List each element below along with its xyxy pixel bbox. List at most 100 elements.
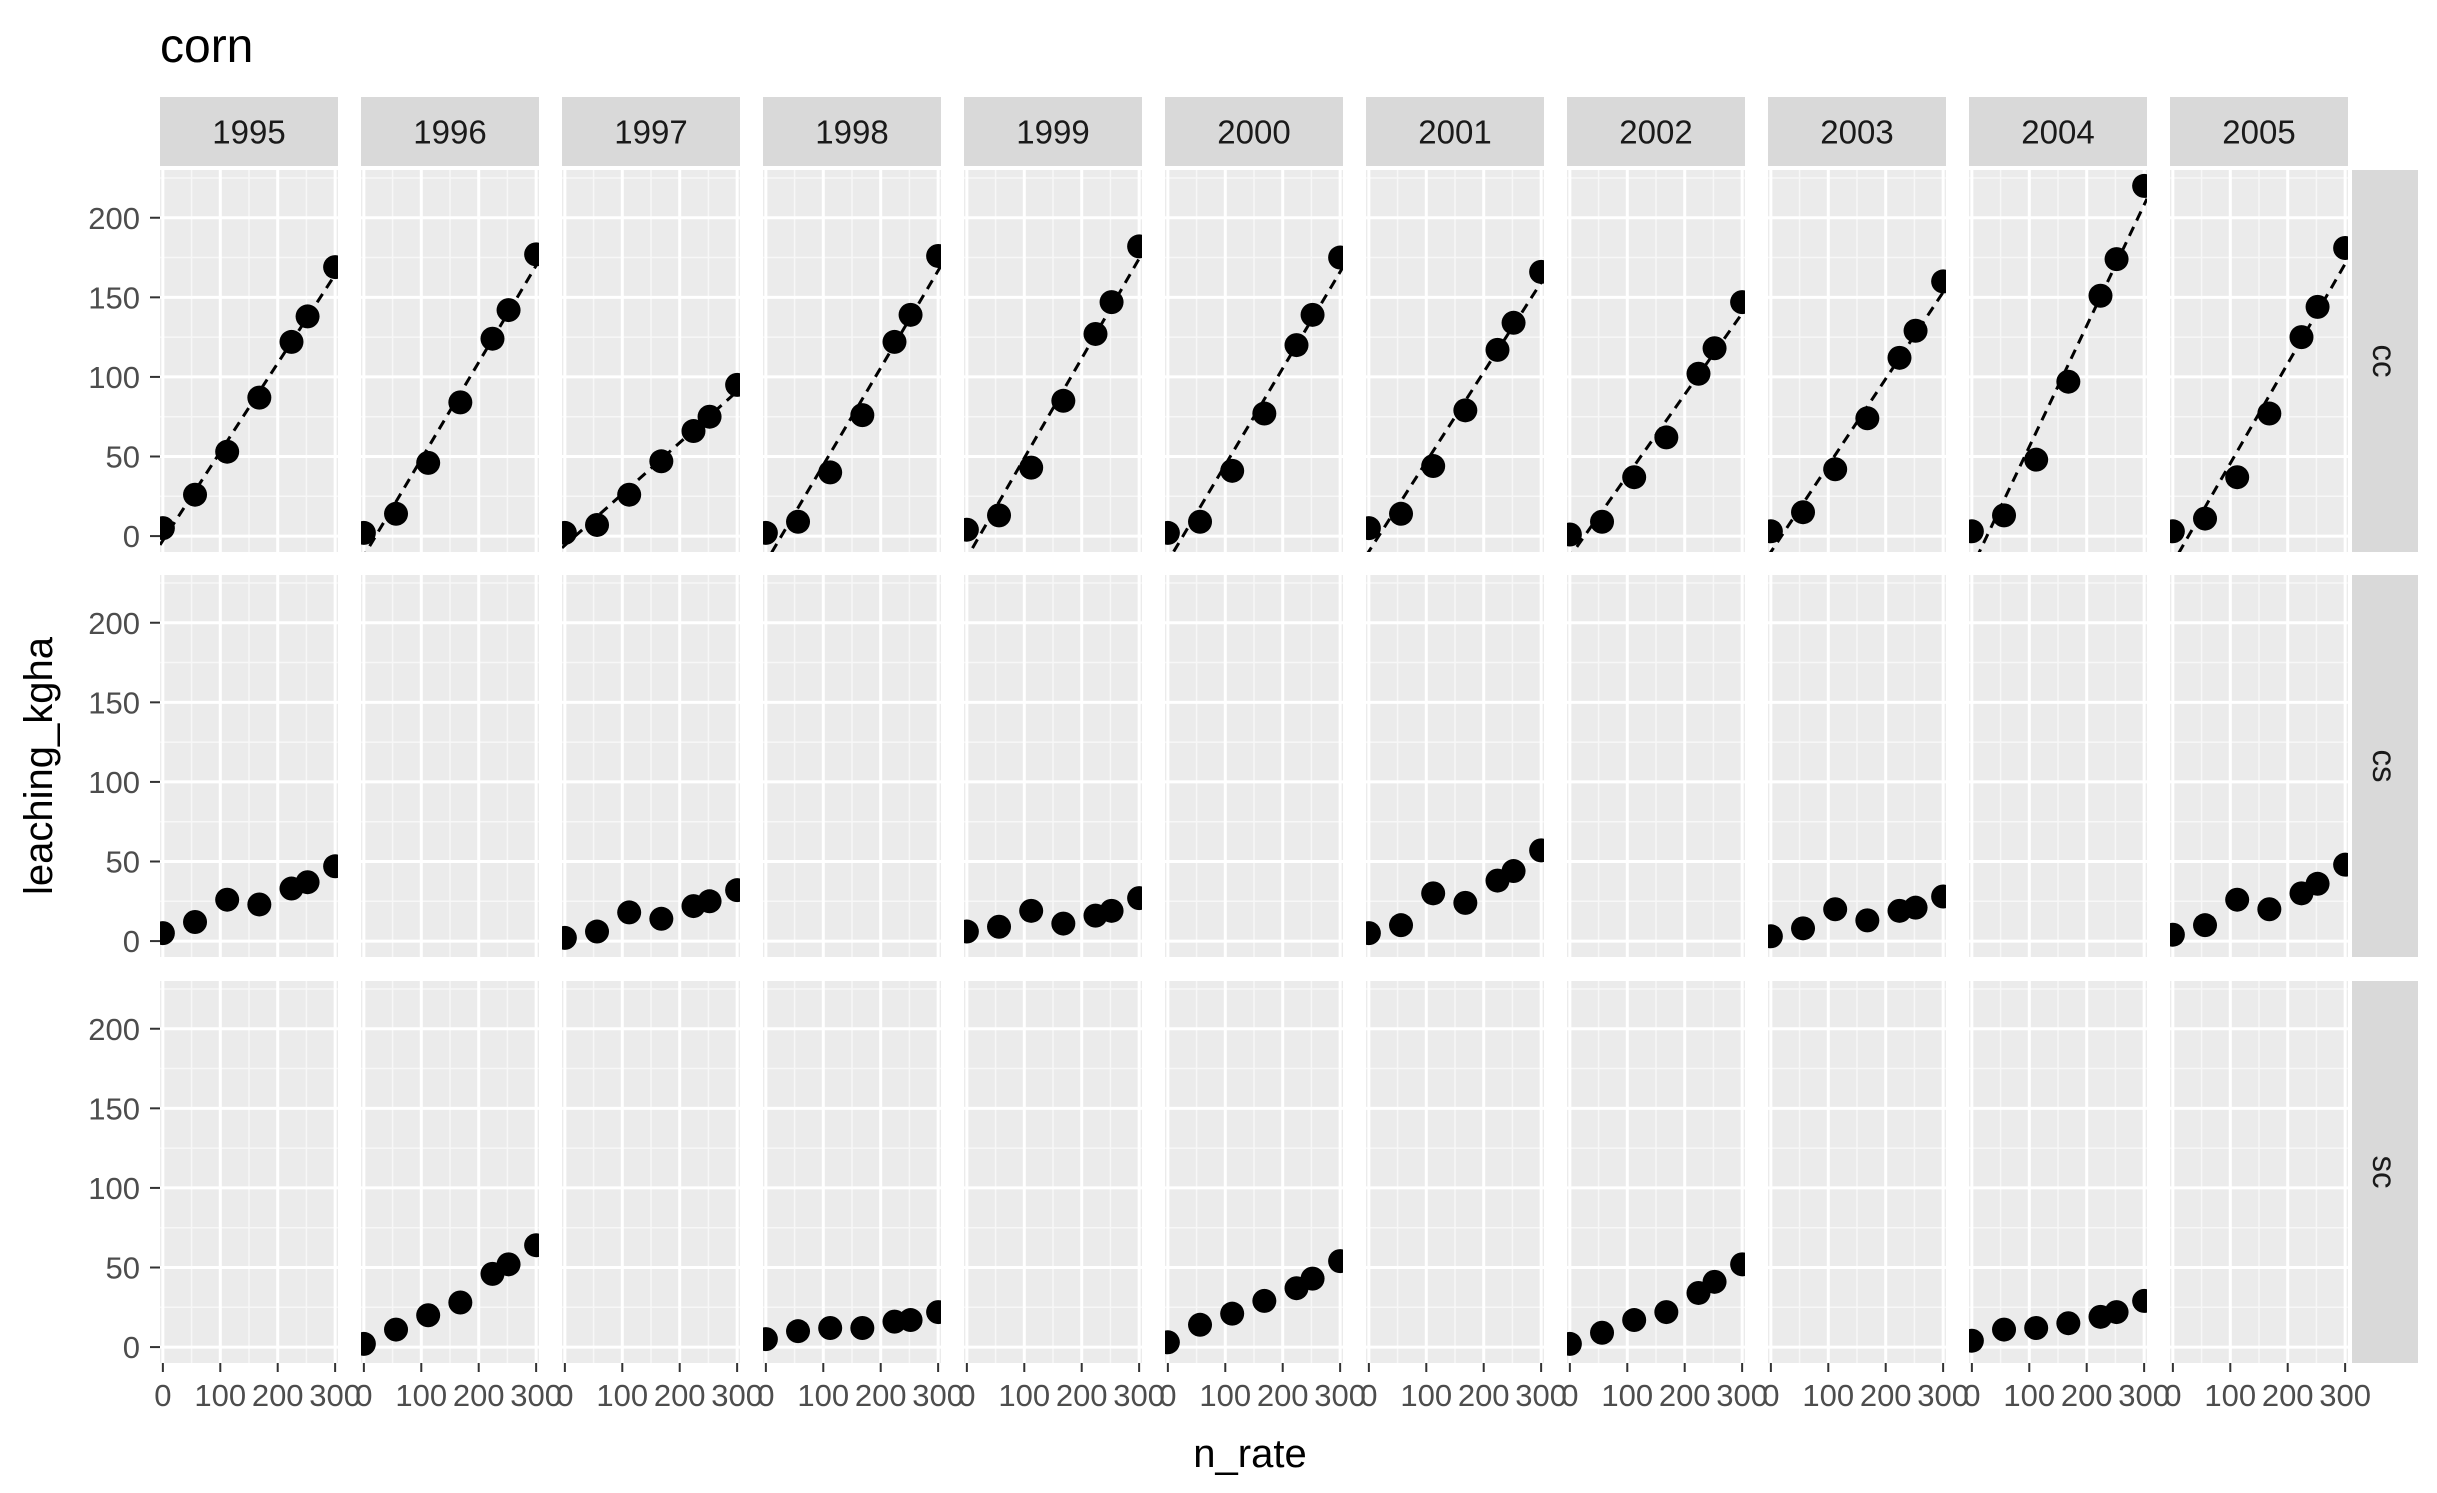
y-tick-label: 150 [88, 685, 140, 720]
data-point [1421, 454, 1446, 479]
data-point [279, 329, 304, 354]
data-point [1903, 318, 1928, 343]
data-point [1855, 908, 1880, 933]
data-point [1529, 259, 1544, 284]
data-point [160, 516, 175, 541]
data-point [898, 1308, 923, 1333]
data-point [585, 919, 610, 944]
data-point [818, 460, 843, 485]
data-point [681, 419, 706, 444]
x-tick-label: 100 [2003, 1378, 2055, 1413]
facet-panel [361, 575, 539, 957]
data-point [2305, 294, 2330, 319]
data-point [1501, 310, 1526, 335]
x-tick-label: 200 [1458, 1378, 1510, 1413]
row-strip-label: cc [2366, 345, 2403, 378]
x-tick-label: 100 [998, 1378, 1050, 1413]
column-strip-label: 2004 [2021, 114, 2094, 151]
data-point [496, 298, 521, 323]
row-strip-label: cs [2366, 750, 2403, 783]
x-tick-label: 100 [1802, 1378, 1854, 1413]
data-point [1366, 921, 1381, 946]
point-group [763, 1300, 941, 1352]
data-point [1529, 838, 1544, 863]
row-strip-label: sc [2366, 1156, 2403, 1189]
x-tick-label: 300 [711, 1378, 763, 1413]
facet-panel [1567, 575, 1745, 957]
data-point [1567, 522, 1582, 547]
data-point [1931, 884, 1946, 909]
data-point [1887, 345, 1912, 370]
data-point [448, 1290, 473, 1315]
data-point [295, 304, 320, 329]
data-point [562, 520, 577, 545]
facet-panel [1366, 170, 1544, 552]
data-point [416, 1303, 441, 1328]
chart-title: corn [160, 20, 253, 73]
x-tick-label: 200 [2262, 1378, 2314, 1413]
facet-panel [1165, 575, 1343, 957]
column-strip-label: 1998 [815, 114, 888, 151]
facet-panel [2170, 170, 2348, 552]
data-point [725, 372, 740, 397]
facet-panel [1768, 575, 1946, 957]
facet-panel [160, 981, 338, 1363]
data-point [2257, 401, 2282, 426]
data-point [2024, 1315, 2049, 1340]
data-point [480, 326, 505, 351]
data-point [2104, 247, 2129, 272]
x-tick-label: 300 [1716, 1378, 1768, 1413]
column-strip-label: 2005 [2222, 114, 2295, 151]
facet-panel [562, 575, 740, 957]
data-point [1501, 859, 1526, 884]
facet-panel [2170, 575, 2348, 957]
x-tick-label: 0 [1963, 1378, 1980, 1413]
data-point [2024, 447, 2049, 472]
data-point [1791, 500, 1816, 525]
facet-panel [361, 170, 539, 552]
data-point [1622, 1308, 1647, 1333]
data-point [2289, 325, 2314, 350]
data-point [247, 892, 272, 917]
column-strip-label: 1995 [212, 114, 285, 151]
data-point [818, 1315, 843, 1340]
data-point [1590, 1320, 1615, 1345]
data-point [2104, 1300, 2129, 1325]
data-point [1730, 290, 1745, 315]
column-strip [1366, 97, 1544, 166]
data-point [1019, 455, 1044, 480]
x-tick-label: 200 [1056, 1378, 1108, 1413]
x-tick-label: 0 [355, 1378, 372, 1413]
facet-panel [763, 575, 941, 957]
facet-panel [562, 981, 740, 1363]
data-point [649, 449, 674, 474]
x-axis-title: n_rate [1193, 1432, 1306, 1476]
data-point [215, 439, 240, 464]
data-point [1099, 898, 1124, 923]
data-point [384, 1317, 409, 1342]
facet-panel [763, 981, 941, 1363]
data-point [1567, 1331, 1582, 1356]
x-tick-label: 300 [1917, 1378, 1969, 1413]
row-strip [2352, 170, 2418, 552]
data-point [926, 243, 941, 268]
facet-panel [160, 170, 338, 552]
facet-panel [1969, 981, 2147, 1363]
x-tick-label: 0 [556, 1378, 573, 1413]
column-strip [2170, 97, 2348, 166]
column-strip [964, 97, 1142, 166]
data-point [617, 482, 642, 507]
data-point [2333, 852, 2348, 877]
facet-panel [562, 170, 740, 552]
column-strip-label: 2001 [1418, 114, 1491, 151]
data-point [384, 501, 409, 526]
data-point [1083, 321, 1108, 346]
x-tick-label: 200 [1257, 1378, 1309, 1413]
data-point [1188, 509, 1213, 534]
facet-panel [1366, 981, 1544, 1363]
x-tick-label: 100 [2204, 1378, 2256, 1413]
data-point [1099, 290, 1124, 315]
y-tick-label: 100 [88, 765, 140, 800]
data-point [1590, 509, 1615, 534]
y-tick-label: 150 [88, 1091, 140, 1126]
